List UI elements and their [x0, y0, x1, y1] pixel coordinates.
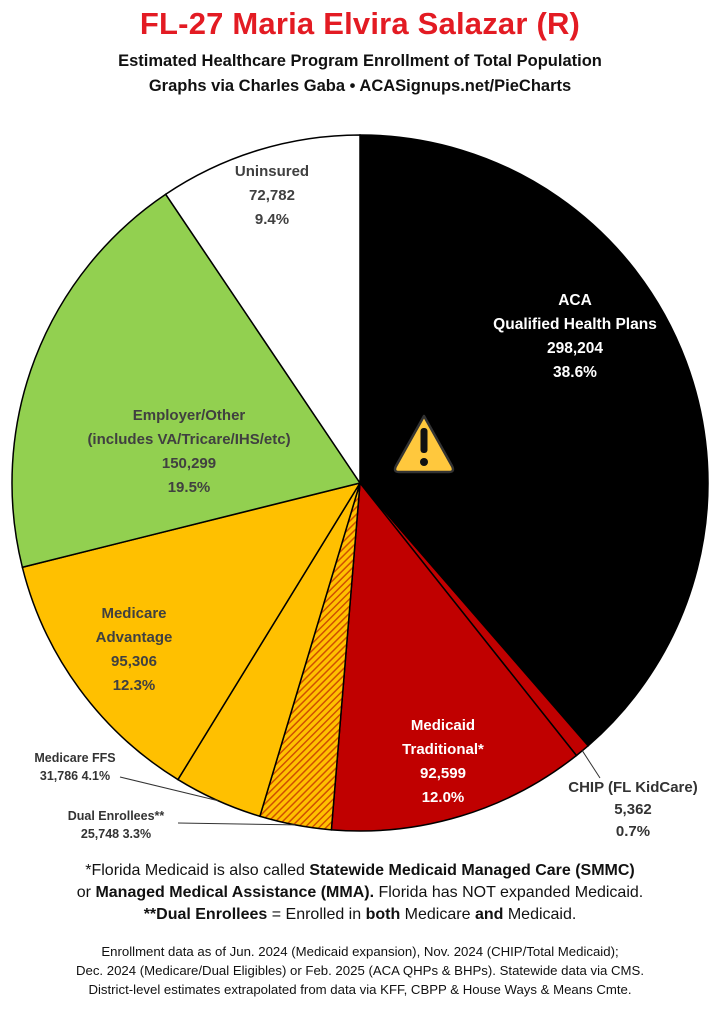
slice-label-value: 298,204: [547, 340, 603, 357]
footnote-text: or: [76, 884, 96, 901]
slice-label-percent: 19.5%: [168, 479, 211, 496]
leader-line-medicare_ffs: [119, 776, 218, 802]
slice-label-percent: 12.3%: [113, 677, 156, 694]
footnote-bold: Statewide Medicaid Managed Care (SMMC): [309, 862, 635, 879]
source-line-2: Dec. 2024 (Medicare/Dual Eligibles) or F…: [75, 963, 645, 978]
footnote-bold: both: [365, 906, 401, 923]
pie-chart: ACA Qualified Health Plans 298,204 38.6% CHI…: [11, 134, 709, 841]
footnote-text: Medicare: [400, 906, 475, 923]
slice-label-name: ACA: [558, 292, 592, 309]
slice-label-name: Medicare FFS: [34, 751, 115, 765]
slice-label-name: Medicare: [101, 605, 166, 622]
chart-subtitle: Estimated Healthcare Program Enrollment …: [118, 52, 602, 70]
leader-line-chip: [581, 750, 601, 779]
slice-label-name: CHIP (FL KidCare): [568, 779, 697, 796]
footnote-mma: or Managed Medical Assistance (MMA). Flo…: [0, 882, 720, 904]
pie-slice-medicaid: [330, 481, 578, 832]
slice-label-percent: 38.6%: [553, 364, 597, 381]
slice-label-value: 31,786 4.1%: [40, 769, 110, 783]
footnote-text: Medicaid.: [503, 906, 577, 923]
slice-label-name: Employer/Other: [133, 407, 246, 424]
leader-line-dual: [177, 822, 296, 826]
pie-slice-employer: [11, 193, 362, 569]
chart-credit: Graphs via Charles Gaba • ACASignups.net…: [148, 77, 572, 95]
slice-label-percent: 9.4%: [255, 211, 289, 228]
slice-label-percent: 12.0%: [422, 789, 465, 806]
pie-slice-uninsured: [164, 134, 361, 486]
warning-triangle-icon: [393, 414, 455, 474]
slice-label-name: Traditional*: [402, 741, 484, 758]
footnote-dual: **Dual Enrollees = Enrolled in both Medi…: [0, 904, 720, 926]
source-line-1: Enrollment data as of Jun. 2024 (Medicai…: [101, 944, 619, 959]
slice-label-name: Advantage: [96, 629, 173, 646]
slice-label-name: Qualified Health Plans: [493, 316, 657, 333]
pie-slice-aca: [359, 134, 709, 747]
slice-label-value: 150,299: [162, 455, 216, 472]
footnote-bold: **Dual Enrollees: [143, 906, 268, 923]
slice-label-name: (includes VA/Tricare/IHS/etc): [87, 431, 290, 448]
slice-label-value: 92,599: [420, 765, 466, 782]
source-line-3: District-level estimates extrapolated fr…: [88, 982, 632, 997]
slice-label-value: 5,362: [614, 801, 652, 818]
slice-label-percent: 0.7%: [616, 823, 650, 840]
footnote-text: = Enrolled in: [267, 906, 366, 923]
slice-label-name: Uninsured: [235, 163, 309, 180]
slice-label-value: 72,782: [249, 187, 295, 204]
slice-label-name: Medicaid: [411, 717, 475, 734]
footnote-text: *Florida Medicaid is also called: [85, 862, 310, 879]
chart-title: FL-27 Maria Elvira Salazar (R): [139, 6, 581, 41]
pie-slice-medicare_adv: [21, 481, 362, 781]
footnote-text: Florida has NOT expanded Medicaid.: [374, 884, 644, 901]
footnote-medicaid: *Florida Medicaid is also called Statewi…: [0, 860, 720, 882]
slice-label-name: Dual Enrollees**: [68, 809, 165, 823]
footnote-bold: Managed Medical Assistance (MMA).: [95, 884, 375, 901]
footnote-bold: and: [474, 906, 504, 923]
slice-label-value: 25,748 3.3%: [81, 827, 151, 841]
slice-label-value: 95,306: [111, 653, 157, 670]
